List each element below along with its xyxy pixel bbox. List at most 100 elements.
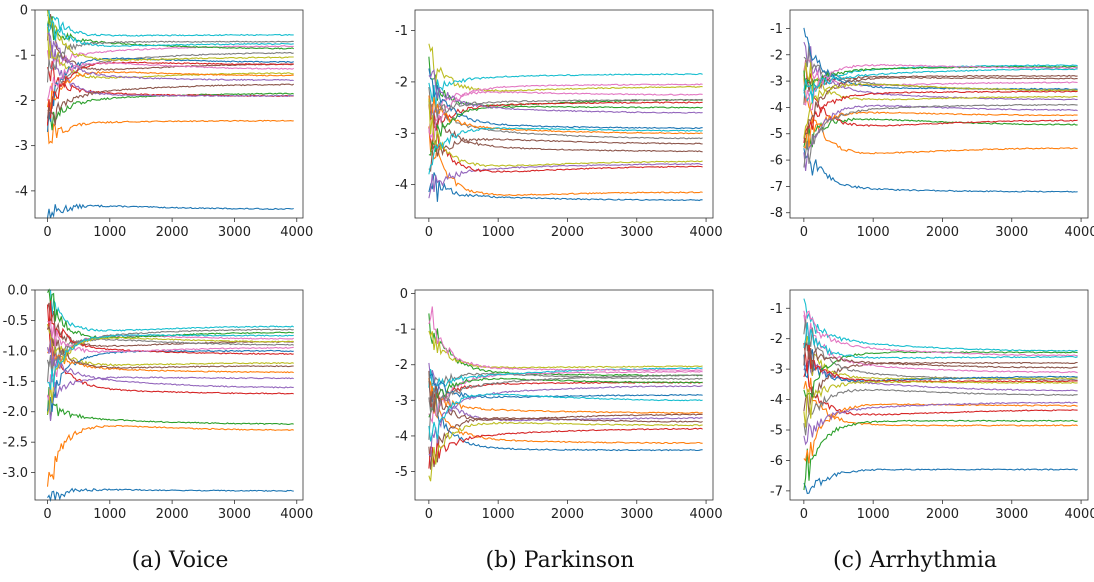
series-line-10 bbox=[428, 367, 703, 393]
series-line-2 bbox=[428, 380, 703, 445]
series-lines bbox=[803, 27, 1078, 193]
y-tick-label: -5 bbox=[770, 424, 783, 439]
series-line-18 bbox=[46, 40, 294, 83]
series-line-10 bbox=[46, 9, 294, 37]
y-tick-label: -7 bbox=[770, 484, 783, 499]
axes-frame bbox=[414, 9, 714, 219]
x-tick-label: 4000 bbox=[280, 225, 313, 240]
series-line-2 bbox=[46, 119, 294, 145]
series-line-5 bbox=[46, 376, 294, 421]
y-tick-label: -4 bbox=[395, 429, 408, 444]
series-line-7 bbox=[46, 45, 294, 72]
y-tick-label: -4 bbox=[395, 178, 408, 193]
x-tick-label: 2000 bbox=[551, 507, 584, 522]
series-line-13 bbox=[46, 16, 294, 50]
series-line-12 bbox=[47, 338, 294, 374]
y-tick-label: -1 bbox=[395, 24, 408, 39]
series-line-9 bbox=[428, 43, 703, 92]
series-line-2 bbox=[428, 126, 703, 196]
series-line-16 bbox=[803, 341, 1078, 373]
y-tick-label: -2 bbox=[395, 358, 408, 373]
series-line-3 bbox=[803, 117, 1078, 150]
x-tick-label: 1000 bbox=[857, 225, 890, 240]
series-line-17 bbox=[803, 63, 1078, 111]
y-tick-label: -3 bbox=[15, 139, 28, 154]
series-line-5 bbox=[803, 352, 1078, 392]
y-tick-label: 0 bbox=[20, 4, 28, 19]
series-line-1 bbox=[428, 380, 703, 452]
series-line-2 bbox=[46, 424, 294, 487]
x-tick-label: 3000 bbox=[995, 507, 1028, 522]
y-tick-label: -1 bbox=[395, 323, 408, 338]
x-tick-label: 3000 bbox=[620, 225, 653, 240]
x-tick-label: 4000 bbox=[280, 507, 313, 522]
panel-arrhythmia-top: 0 1000 2000 3000 4000 -1 -2 -3 -4 -5 -6 -7 -8 bbox=[770, 9, 1094, 240]
series-line-2 bbox=[803, 77, 1078, 155]
y-tick-label: -2 bbox=[770, 332, 783, 347]
series-line-6 bbox=[428, 417, 703, 470]
x-tick-label: 1000 bbox=[482, 225, 515, 240]
y-tick-label: -3 bbox=[395, 127, 408, 142]
series-line-9 bbox=[46, 26, 294, 80]
x-tick-label: 3000 bbox=[995, 225, 1028, 240]
x-tick-label: 0 bbox=[425, 507, 433, 522]
series-line-4 bbox=[803, 365, 1078, 416]
y-tick-label: -2.0 bbox=[3, 405, 28, 420]
caption-parkinson: (b) Parkinson bbox=[485, 548, 635, 573]
series-line-7 bbox=[803, 314, 1078, 374]
series-line-14 bbox=[46, 300, 294, 356]
series-line-13 bbox=[428, 377, 703, 418]
series-line-19 bbox=[46, 336, 294, 415]
series-line-15 bbox=[47, 32, 294, 82]
y-tick-label: -2.5 bbox=[3, 436, 28, 451]
y-tick-label: -2 bbox=[770, 48, 783, 63]
x-tick-label: 1000 bbox=[857, 507, 890, 522]
series-line-20 bbox=[803, 322, 1078, 360]
x-tick-label: 2000 bbox=[926, 507, 959, 522]
series-line-15 bbox=[803, 401, 1078, 446]
axes-frame bbox=[789, 289, 1089, 501]
panel-voice-bottom: 0 1000 2000 3000 4000 0.0 -0.5 -1.0 -1.5 -2.0 -2.5… bbox=[3, 284, 314, 523]
series-line-3 bbox=[428, 56, 703, 107]
series-line-8 bbox=[428, 86, 703, 140]
y-tick-label: -1.5 bbox=[3, 375, 28, 390]
series-line-6 bbox=[428, 100, 703, 153]
series-line-15 bbox=[46, 339, 294, 389]
series-line-6 bbox=[803, 361, 1078, 414]
y-tick-label: -7 bbox=[770, 180, 783, 195]
x-tick-label: 2000 bbox=[156, 225, 189, 240]
series-line-10 bbox=[803, 64, 1078, 102]
series-line-1 bbox=[46, 203, 294, 219]
series-line-10 bbox=[428, 73, 703, 110]
panel-arrhythmia-bottom: 0 1000 2000 3000 4000 -1 -2 -3 -4 -5 -6 -7 bbox=[770, 289, 1094, 522]
series-line-15 bbox=[428, 68, 703, 114]
series-line-18 bbox=[428, 98, 703, 122]
series-line-18 bbox=[803, 388, 1078, 436]
series-line-17 bbox=[803, 310, 1078, 357]
series-line-11 bbox=[803, 349, 1078, 383]
series-lines bbox=[428, 43, 703, 202]
series-line-18 bbox=[803, 103, 1078, 168]
x-tick-label: 4000 bbox=[690, 507, 723, 522]
caption-arrhythmia: (c) Arrhythmia bbox=[832, 548, 998, 573]
series-line-9 bbox=[428, 330, 703, 369]
y-tick-label: -3.0 bbox=[3, 466, 28, 481]
x-tick-label: 0 bbox=[43, 225, 51, 240]
series-line-19 bbox=[428, 98, 703, 168]
series-line-20 bbox=[47, 333, 294, 390]
series-line-5 bbox=[46, 31, 294, 97]
y-tick-label: -3 bbox=[395, 394, 408, 409]
y-tick-label: -5 bbox=[395, 465, 408, 480]
series-line-9 bbox=[46, 323, 294, 367]
y-tick-label: -1 bbox=[770, 302, 783, 317]
y-tick-label: -4 bbox=[15, 184, 28, 199]
series-line-3 bbox=[46, 386, 294, 426]
y-tick-label: -3 bbox=[770, 75, 783, 90]
axes-frame bbox=[34, 289, 304, 501]
y-tick-label: -4 bbox=[770, 101, 783, 116]
y-tick-label: -2 bbox=[15, 94, 28, 109]
y-tick-label: -6 bbox=[770, 454, 783, 469]
series-line-11 bbox=[46, 57, 294, 132]
x-tick-label: 3000 bbox=[620, 507, 653, 522]
series-line-3 bbox=[803, 419, 1078, 491]
